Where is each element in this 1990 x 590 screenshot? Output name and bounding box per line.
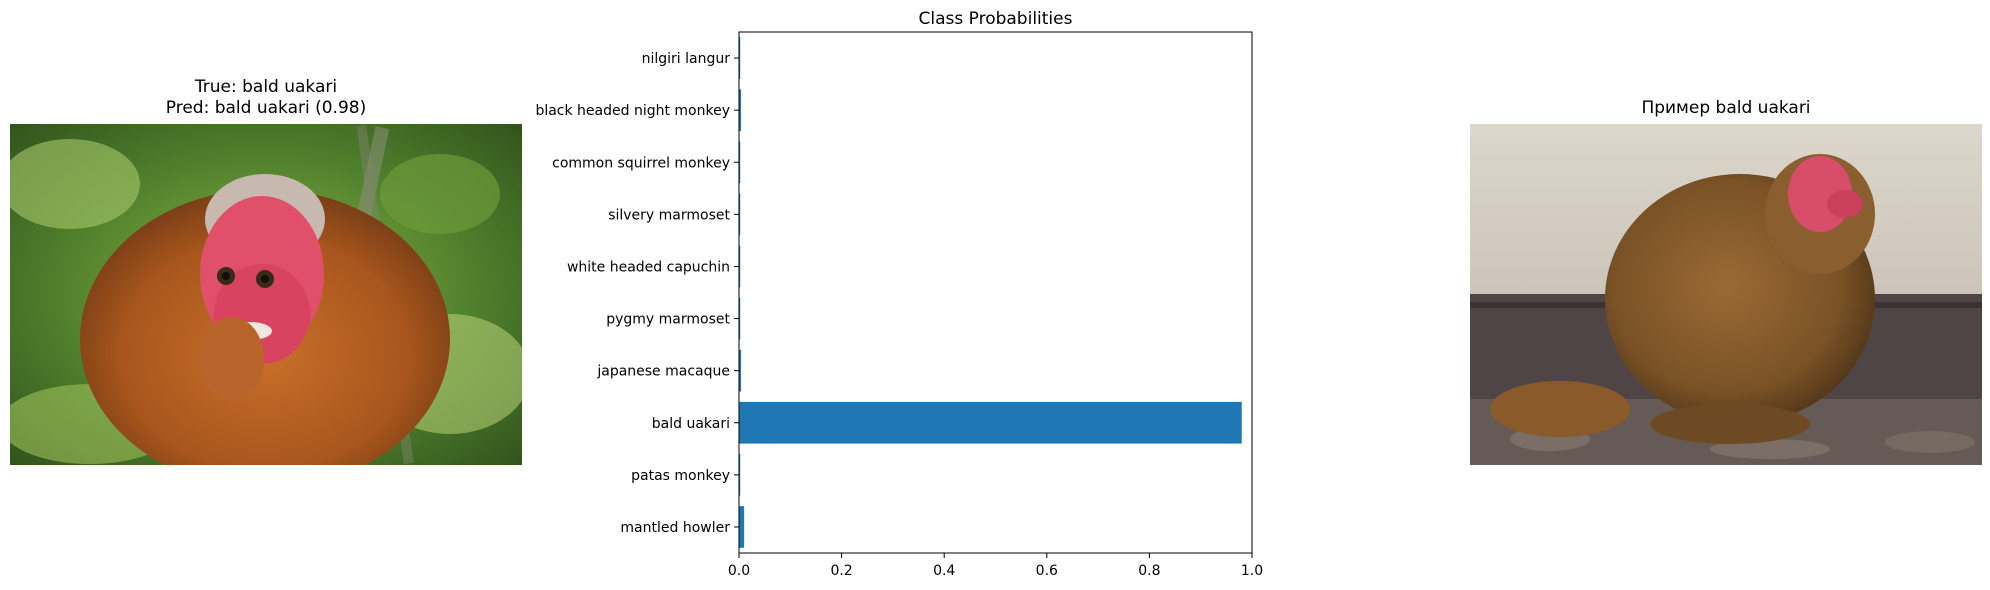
bar-mantled-howler — [739, 506, 745, 548]
bar-silvery-marmoset — [739, 193, 741, 236]
y-tick-label: silvery marmoset — [608, 207, 730, 223]
bar-white-headed-capuchin — [739, 245, 741, 288]
x-tick-label: 0.4 — [933, 563, 955, 579]
y-tick-label: pygmy marmoset — [606, 312, 730, 328]
x-tick-label: 1.0 — [1241, 563, 1263, 579]
bar-patas-monkey — [739, 454, 741, 496]
left-title-pred: Pred: bald uakari (0.98) — [165, 98, 367, 118]
chart-frame — [738, 31, 1253, 554]
y-tick-label: black headed night monkey — [535, 103, 730, 119]
y-tick-label: bald uakari — [652, 416, 730, 432]
x-tick-label: 0.2 — [830, 563, 852, 579]
bar-nilgiri-langur — [739, 37, 741, 79]
bar-common-squirrel-monkey — [739, 141, 741, 184]
y-tick-label: white headed capuchin — [567, 259, 730, 275]
predicted-image — [10, 124, 522, 465]
x-tick-label: 0.8 — [1138, 563, 1160, 579]
example-image — [1470, 124, 1982, 465]
right-title: Пример bald uakari — [1641, 98, 1811, 118]
chart-title: Class Probabilities — [919, 9, 1073, 29]
bar-japanese-macaque — [739, 349, 742, 392]
bar-bald-uakari — [739, 401, 1242, 444]
x-tick-label: 0.0 — [728, 563, 750, 579]
y-tick-label: japanese macaque — [596, 364, 730, 380]
bar-pygmy-marmoset — [739, 297, 741, 340]
y-tick-label: common squirrel monkey — [552, 155, 730, 171]
x-tick-label: 0.6 — [1036, 563, 1058, 579]
bar-black-headed-night-monkey — [739, 89, 742, 131]
y-tick-label: mantled howler — [620, 520, 730, 536]
y-tick-label: patas monkey — [631, 468, 730, 484]
y-tick-label: nilgiri langur — [642, 51, 731, 67]
left-title-true: True: bald uakari — [194, 77, 338, 97]
